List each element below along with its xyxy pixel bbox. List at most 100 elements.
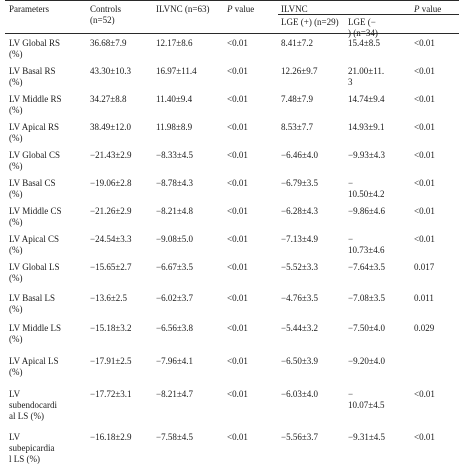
header-ilvnc: ILVNC (n=63) [156, 4, 210, 14]
cell-lge-positive: −6.03±4.0 [281, 389, 319, 399]
cell-parameter: LV Apical CS (%) [9, 234, 60, 255]
cell-lge-negative: − 10.50±4.2 [348, 178, 385, 199]
cell-p-value: <0.01 [227, 122, 248, 132]
cell-lge-positive: −6.46±4.0 [281, 150, 319, 160]
header-p-value: P value [227, 4, 254, 15]
header-lge-positive: LGE (+) (n=29) [281, 17, 339, 27]
cell-p-value: <0.01 [227, 389, 248, 399]
cell-p-value: <0.01 [227, 178, 248, 188]
cell-lge-negative: 21.00±11. 3 [348, 66, 385, 87]
header-bottom-rule [5, 33, 459, 34]
cell-lge-positive: −6.50±3.9 [281, 356, 319, 366]
cell-parameter: LV Basal CS (%) [9, 178, 56, 199]
cell-ilvnc: −9.08±5.0 [156, 234, 194, 244]
cell-ilvnc: 11.98±8.9 [156, 122, 193, 132]
cell-parameter: LV Global RS (%) [9, 38, 61, 59]
header-p2-letter: P [414, 4, 420, 14]
cell-parameter: LV subepicardia l LS (%) [9, 432, 55, 464]
cell-lge-negative: −9.86±4.6 [348, 206, 386, 216]
table-top-rule [5, 0, 459, 1]
cell-p-value: <0.01 [227, 150, 248, 160]
cell-lge-positive: 8.53±7.7 [281, 122, 313, 132]
cell-lge-negative: − 10.73±4.6 [348, 234, 385, 255]
cell-lge-negative: −9.31±4.5 [348, 432, 386, 442]
cell-p-value: <0.01 [227, 206, 248, 216]
cell-p-value-2: <0.01 [414, 234, 435, 244]
cell-controls: 36.68±7.9 [90, 38, 127, 48]
cell-p-value-2: <0.01 [414, 94, 435, 104]
cell-p-value-2: <0.01 [414, 122, 435, 132]
cell-p-value: <0.01 [227, 356, 248, 366]
cell-p-value: <0.01 [227, 323, 248, 333]
cell-ilvnc: −8.78±4.3 [156, 178, 194, 188]
cell-lge-negative: −9.93±4.3 [348, 150, 386, 160]
cell-lge-negative: −7.08±3.5 [348, 293, 386, 303]
cell-controls: −17.72±3.1 [90, 389, 132, 399]
cell-p-value: <0.01 [227, 66, 248, 76]
header-lge-negative: LGE (− ) (n=34) [348, 17, 378, 38]
cell-lge-positive: −6.28±4.3 [281, 206, 319, 216]
cell-ilvnc: −8.21±4.7 [156, 389, 194, 399]
header-ilvnc-group: ILVNC [281, 4, 308, 14]
cell-lge-negative: 14.93±9.1 [348, 122, 385, 132]
cell-lge-negative: − 10.07±4.5 [348, 389, 385, 410]
header-parameters: Parameters [9, 4, 49, 14]
cell-parameter: LV Apical RS (%) [9, 122, 60, 143]
cell-p-value: <0.01 [227, 432, 248, 442]
cell-lge-positive: 7.48±7.9 [281, 94, 313, 104]
cell-ilvnc: −7.58±4.5 [156, 432, 194, 442]
cell-lge-negative: 15.4±8.5 [348, 38, 380, 48]
header-controls: Controls (n=52) [90, 4, 122, 25]
cell-controls: −16.18±2.9 [90, 432, 132, 442]
cell-controls: 38.49±12.0 [90, 122, 131, 132]
cell-lge-positive: −5.56±3.7 [281, 432, 319, 442]
ilvnc-group-rule [278, 14, 459, 15]
cell-p-value: <0.01 [227, 94, 248, 104]
cell-p-value-2: <0.01 [414, 38, 435, 48]
cell-ilvnc: −8.33±4.5 [156, 150, 194, 160]
cell-parameter: LV Basal LS (%) [9, 293, 56, 314]
cell-controls: −15.65±2.7 [90, 262, 132, 272]
cell-ilvnc: 12.17±8.6 [156, 38, 193, 48]
cell-controls: −24.54±3.3 [90, 234, 132, 244]
cell-p-value-2: <0.01 [414, 178, 435, 188]
cell-p-value-2: <0.01 [414, 206, 435, 216]
cell-p-value-2: <0.01 [414, 150, 435, 160]
cell-controls: −13.6±2.5 [90, 293, 128, 303]
cell-parameter: LV Middle CS (%) [9, 206, 62, 227]
cell-ilvnc: −7.96±4.1 [156, 356, 194, 366]
cell-lge-positive: −5.52±3.3 [281, 262, 319, 272]
cell-controls: 43.30±10.3 [90, 66, 131, 76]
header-p-value-2: P value [414, 4, 441, 15]
cell-p-value: <0.01 [227, 38, 248, 48]
cell-ilvnc: −6.56±3.8 [156, 323, 194, 333]
cell-lge-positive: −4.76±3.5 [281, 293, 319, 303]
header-p2-suffix: value [419, 4, 442, 14]
cell-lge-positive: −7.13±4.9 [281, 234, 319, 244]
cell-p-value-2: <0.01 [414, 389, 435, 399]
cell-controls: −15.18±3.2 [90, 323, 132, 333]
cell-lge-positive: 12.26±9.7 [281, 66, 318, 76]
cell-parameter: LV subendocardi al LS (%) [9, 389, 57, 421]
cell-ilvnc: −8.21±4.8 [156, 206, 194, 216]
cell-parameter: LV Global LS (%) [9, 262, 60, 283]
cell-ilvnc: 11.40±9.4 [156, 94, 193, 104]
cell-controls: −19.06±2.8 [90, 178, 132, 188]
header-p-letter: P [227, 4, 233, 14]
header-p-suffix: value [232, 4, 255, 14]
cell-parameter: LV Basal RS (%) [9, 66, 56, 87]
cell-lge-positive: 8.41±7.2 [281, 38, 313, 48]
cell-p-value-2: <0.01 [414, 66, 435, 76]
cell-controls: −21.43±2.9 [90, 150, 132, 160]
cell-p-value-2: <0.01 [414, 432, 435, 442]
cell-lge-positive: −6.79±3.5 [281, 178, 319, 188]
cell-controls: −21.26±2.9 [90, 206, 132, 216]
cell-lge-negative: −9.20±4.0 [348, 356, 386, 366]
cell-ilvnc: −6.67±3.5 [156, 262, 194, 272]
cell-lge-positive: −5.44±3.2 [281, 323, 319, 333]
cell-parameter: LV Apical LS (%) [9, 356, 59, 377]
cell-lge-negative: 14.74±9.4 [348, 94, 385, 104]
cell-parameter: LV Global CS (%) [9, 150, 61, 171]
cell-p-value-2: 0.017 [414, 262, 435, 272]
